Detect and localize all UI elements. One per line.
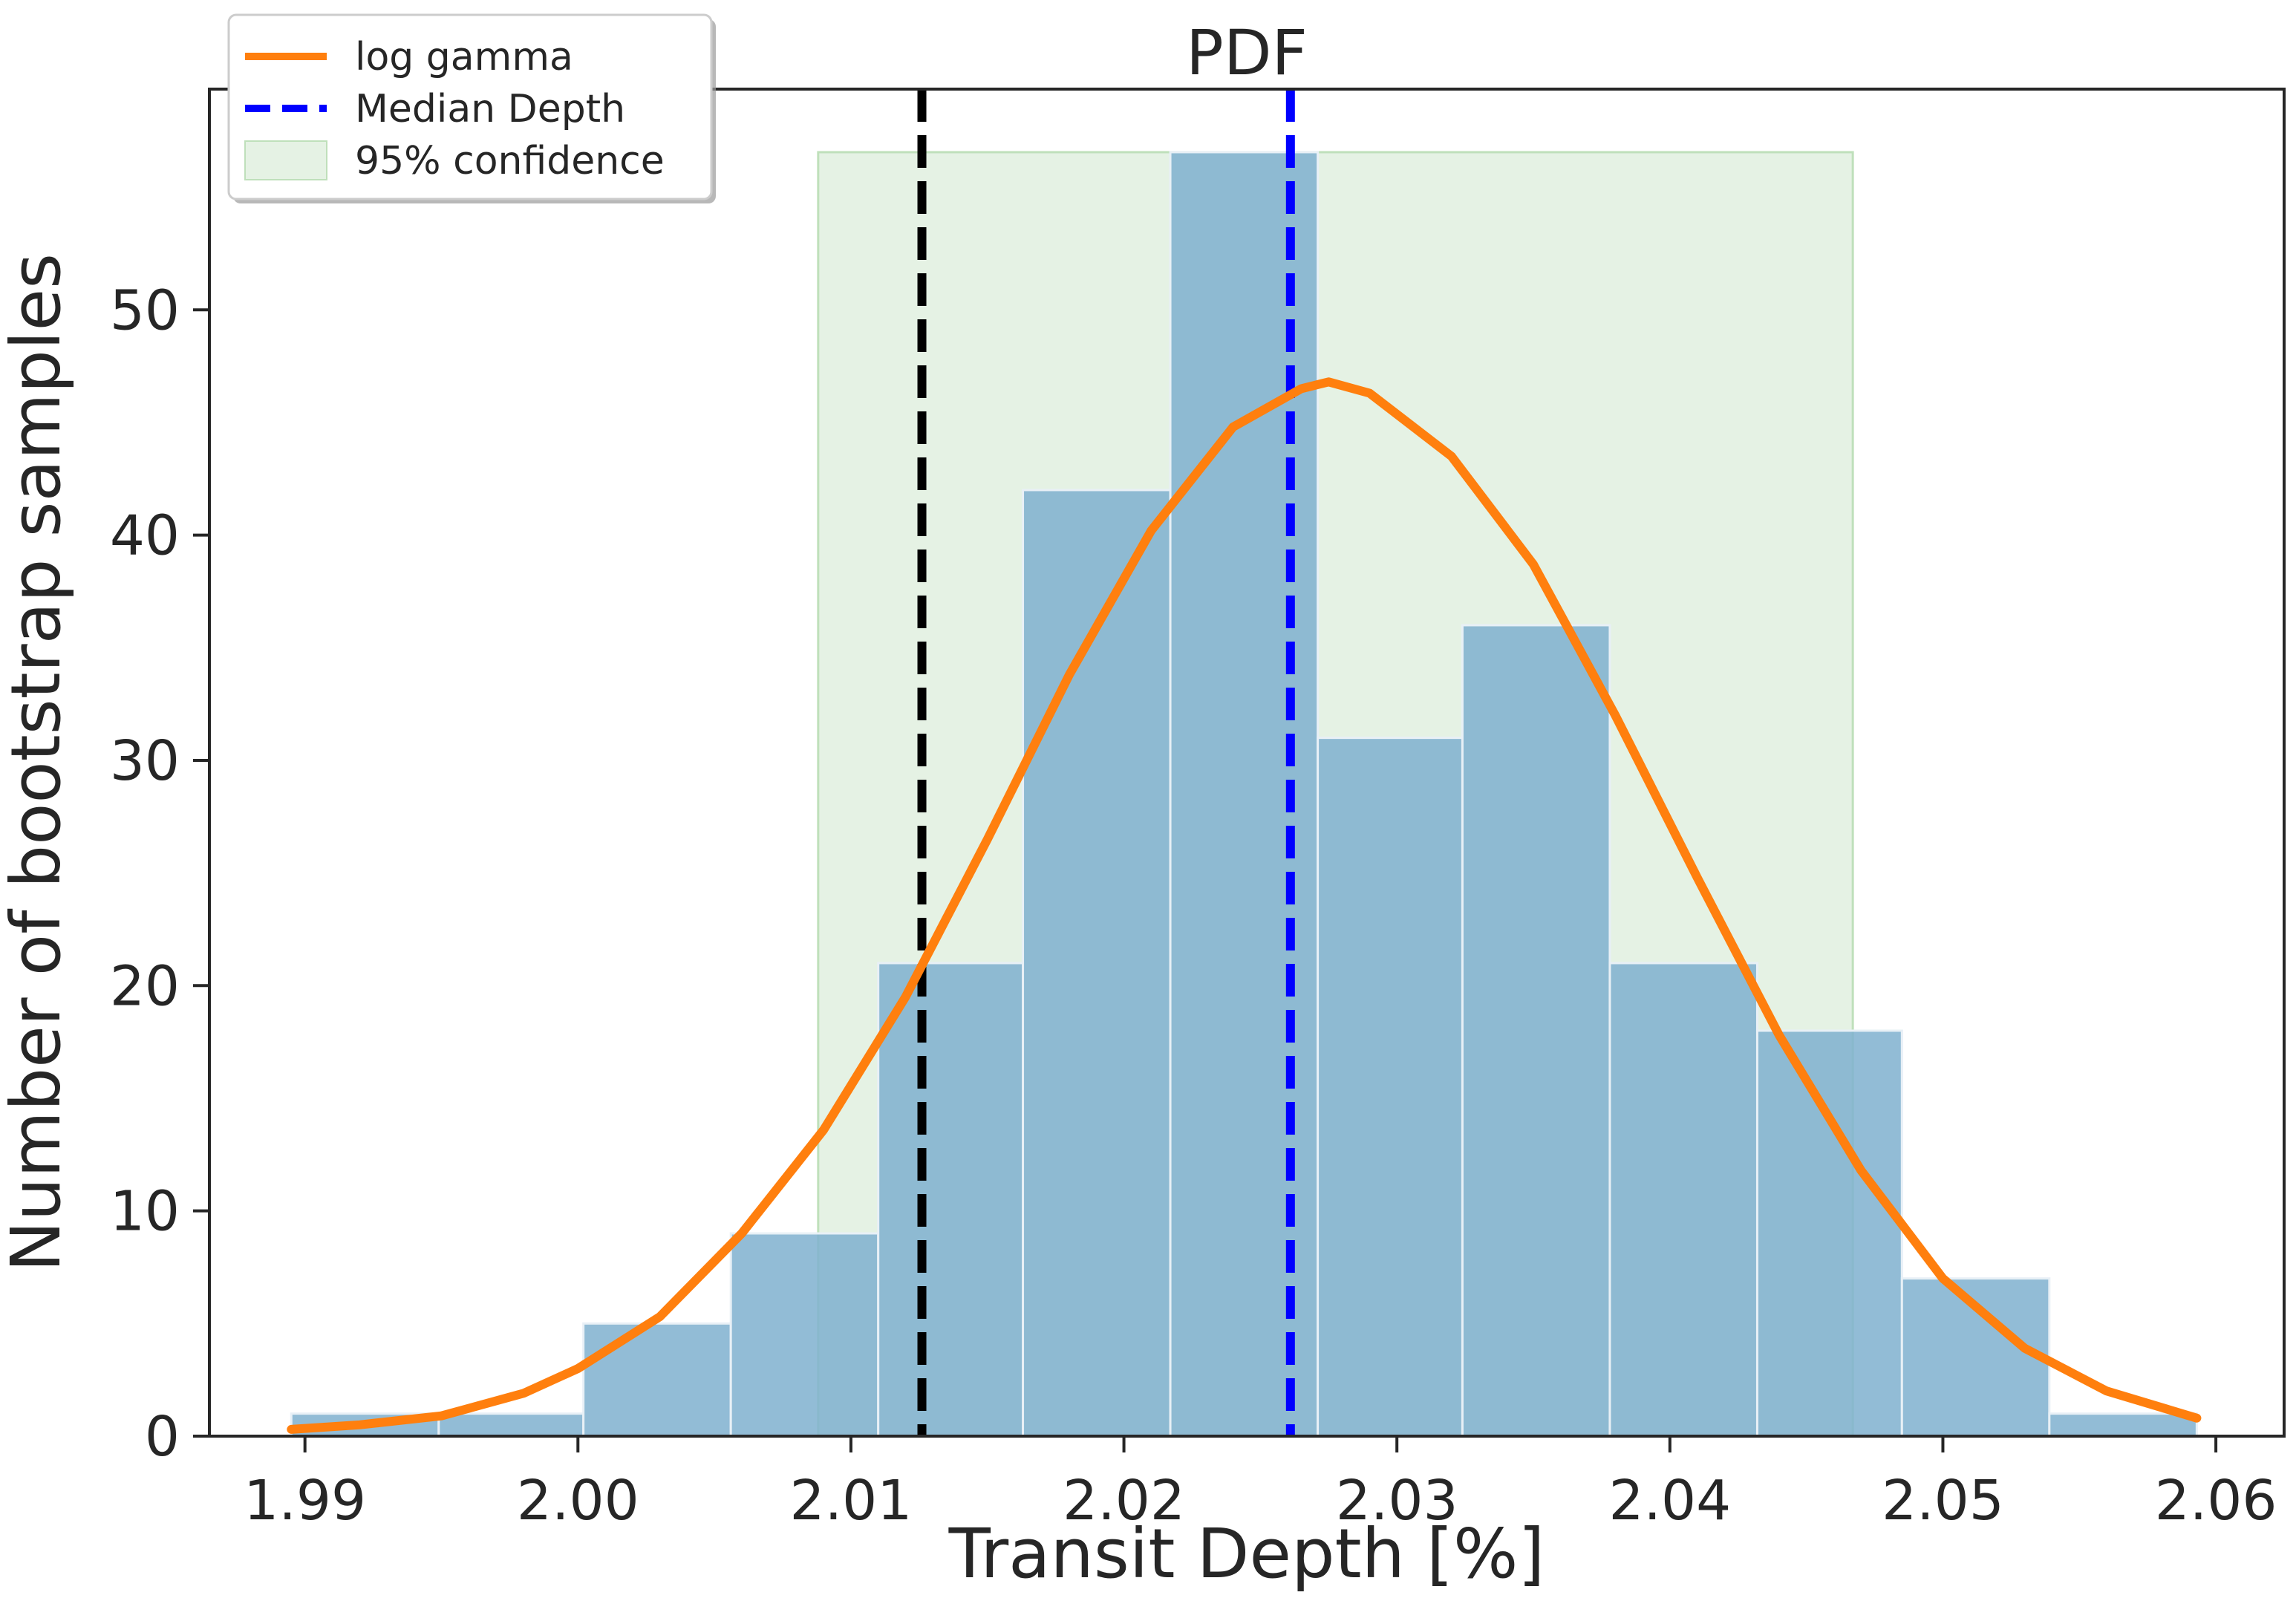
x-tick-label: 2.02 [1063,1469,1185,1533]
x-tick-label: 2.06 [2155,1469,2277,1533]
x-tick-label: 2.03 [1336,1469,1458,1533]
legend-label: 95% confidence [355,139,665,183]
legend-label: log gamma [355,35,573,79]
legend: log gamma Median Depth 95% confidence [227,13,716,203]
histogram-bars [290,151,2198,1438]
chart-title: PDF [1186,16,1308,89]
histogram-bar [1317,737,1464,1438]
y-tick-label: 40 [110,504,180,568]
x-axis-ticks: 1.99 2.00 2.01 2.02 2.03 2.04 2.05 2.06 [244,1436,2277,1533]
y-tick-label: 30 [110,729,180,793]
histogram-bar [729,1232,880,1438]
x-axis-label: Transit Depth [%] [948,1514,1545,1594]
legend-box [227,13,713,200]
y-axis-ticks: 0 10 20 30 40 50 [110,278,209,1469]
y-tick-label: 10 [110,1180,180,1244]
histogram-bar [1169,151,1320,1438]
fit-curve-layer [287,377,2202,1434]
legend-swatch-patch [244,140,327,180]
y-tick-label: 50 [110,278,180,342]
histogram-bar [1461,624,1611,1438]
histogram-bar [1608,962,1758,1438]
histogram-bar [877,962,1025,1438]
legend-label: Median Depth [355,87,625,131]
histogram-bar [437,1412,585,1438]
x-tick-label: 1.99 [244,1469,366,1533]
x-tick-label: 2.00 [517,1469,639,1533]
plot-frame [208,88,2286,1438]
y-tick-label: 0 [145,1405,180,1469]
histogram-bar [2048,1412,2198,1438]
histogram-bar [582,1322,732,1438]
log-gamma-curve [287,377,2202,1434]
x-tick-label: 2.05 [1882,1469,2004,1533]
histogram-bar [1755,1029,1903,1438]
x-tick-label: 2.04 [1608,1469,1731,1533]
axes-frame [208,88,2286,1438]
x-tick-label: 2.01 [790,1469,913,1533]
vertical-lines [917,89,1295,1436]
y-tick-label: 20 [110,954,180,1018]
y-axis-label: Number of bootstrap samples [0,253,76,1272]
